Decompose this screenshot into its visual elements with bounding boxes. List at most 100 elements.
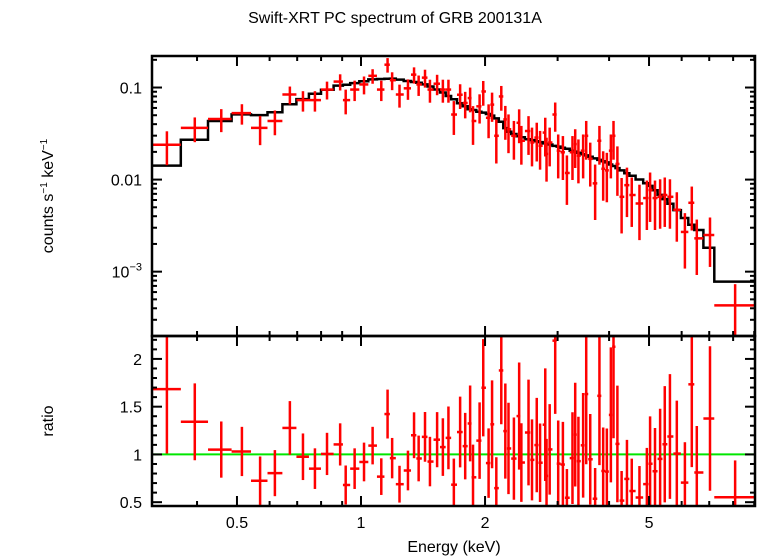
ratio-y-tick-label: 1 <box>133 447 142 464</box>
y-tick-label: 0.1 <box>120 81 142 98</box>
ratio-point <box>445 406 452 470</box>
data-point <box>481 80 486 106</box>
ratio-point <box>524 379 531 486</box>
ratio-point <box>584 336 589 465</box>
ratio-point <box>506 402 512 495</box>
y-tick-label: 0.01 <box>111 173 142 190</box>
ratio-point <box>485 428 491 498</box>
data-point <box>416 75 422 96</box>
x-axis-label: Energy (keV) <box>407 539 500 556</box>
data-point <box>506 114 512 154</box>
data-point <box>296 91 309 112</box>
data-point <box>680 213 689 269</box>
data-point <box>498 85 504 111</box>
ratio-point <box>612 336 616 439</box>
ratio-point <box>714 460 755 506</box>
ratio-y-tick-label: 0.5 <box>120 495 142 512</box>
data-point <box>548 127 553 167</box>
ratio-point <box>542 368 547 482</box>
ratio-point <box>703 346 715 491</box>
data-point <box>282 86 297 105</box>
ratio-point <box>564 469 570 506</box>
data-point <box>445 79 452 103</box>
y-tick-label-exponent: −3 <box>129 262 142 274</box>
ratio-point <box>384 389 390 439</box>
data-point <box>516 109 521 144</box>
data-point <box>635 184 644 241</box>
ratio-point <box>467 385 472 462</box>
data-point <box>673 192 681 242</box>
ratio-point <box>376 458 385 495</box>
chart-title: Swift-XRT PC spectrum of GRB 200131A <box>248 10 542 27</box>
ratio-point <box>657 408 663 506</box>
ratio-point <box>498 336 504 425</box>
data-point <box>643 180 649 230</box>
ratio-point <box>308 448 321 489</box>
ratio-point <box>333 423 343 466</box>
data-point <box>615 146 620 196</box>
data-point <box>451 101 457 135</box>
ratio-point <box>608 347 613 483</box>
ratio-point <box>624 439 630 506</box>
data-point <box>608 134 613 179</box>
ratio-point <box>534 397 539 493</box>
ratio-point <box>688 336 695 468</box>
data-point <box>368 69 377 84</box>
ratio-point <box>403 450 412 491</box>
ratio-point <box>251 456 268 505</box>
ratio-point <box>389 437 396 479</box>
x-tick-label: 1 <box>357 515 366 532</box>
spectrum-panel <box>152 58 755 336</box>
ratio-point <box>490 380 495 469</box>
y-tick-label-base: 10 <box>112 265 130 282</box>
data-point <box>320 81 334 100</box>
ratio-point <box>605 428 609 506</box>
data-point <box>624 167 630 218</box>
data-point <box>542 117 547 157</box>
ratio-point <box>476 402 482 479</box>
data-point <box>538 130 543 170</box>
data-point <box>520 125 525 165</box>
data-point <box>384 58 390 73</box>
data-point <box>456 84 463 109</box>
ratio-point <box>494 457 499 506</box>
data-point <box>421 69 428 88</box>
ratio-point <box>439 418 446 476</box>
ratio-point <box>538 423 543 502</box>
ratio-point <box>667 374 674 499</box>
y-tick-label: 10−3 <box>112 262 142 282</box>
ratio-point <box>427 436 434 487</box>
ratio-point <box>350 448 360 489</box>
ratio-point <box>592 468 598 506</box>
ratio-y-tick-label: 2 <box>133 352 142 369</box>
ratio-point <box>601 427 606 506</box>
data-point <box>439 79 446 103</box>
ratio-point <box>652 427 658 506</box>
data-point <box>573 129 577 168</box>
ratio-point <box>471 444 477 506</box>
data-point <box>576 139 581 184</box>
ratio-point <box>282 401 297 455</box>
ratio-point <box>629 458 636 506</box>
ratio-point <box>530 419 535 501</box>
data-point <box>511 120 517 160</box>
data-point <box>476 94 482 124</box>
data-point <box>180 117 209 143</box>
data-point <box>569 136 574 180</box>
data-point <box>350 80 360 102</box>
data-point <box>619 178 625 234</box>
data-point <box>534 122 539 162</box>
data-point <box>580 134 585 179</box>
data-point <box>688 186 695 231</box>
ratio-point <box>580 392 585 498</box>
data-point <box>152 131 181 166</box>
ratio-point <box>597 336 602 466</box>
data-point <box>597 125 602 165</box>
ratio-point <box>573 382 577 487</box>
data-point <box>703 217 715 267</box>
ratio-point <box>411 412 417 459</box>
ratio-point <box>680 442 689 506</box>
ratio-panel <box>152 336 755 506</box>
data-point <box>667 179 674 229</box>
data-point <box>485 104 491 139</box>
